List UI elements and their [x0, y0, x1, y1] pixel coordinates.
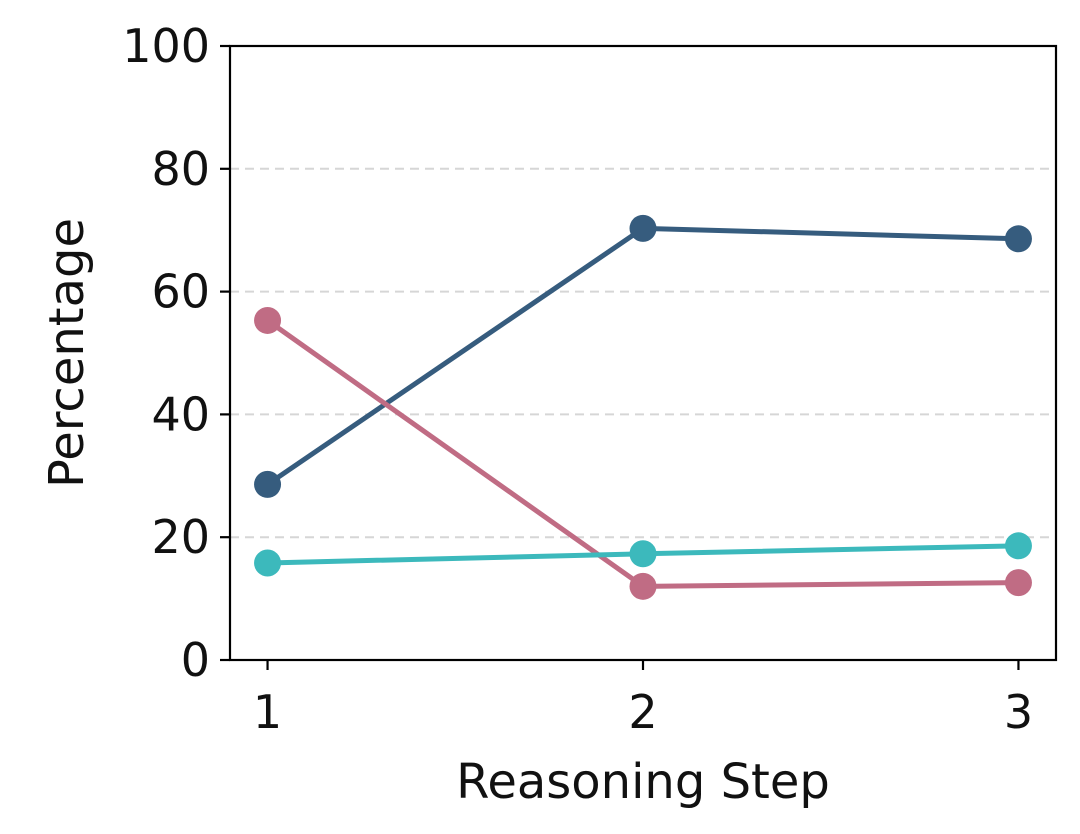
series-1-point-2 — [629, 214, 657, 242]
y-tick-label-100: 100 — [122, 19, 210, 73]
x-tick-label-3: 3 — [1004, 685, 1033, 739]
series-3-point-2 — [629, 540, 657, 568]
series-3 — [254, 532, 1032, 577]
series-2-point-1 — [254, 306, 282, 334]
series-1-point-1 — [254, 470, 282, 498]
y-tick-label-20: 20 — [151, 510, 210, 564]
series-2 — [254, 306, 1032, 600]
x-tick-label-2: 2 — [628, 685, 657, 739]
series-1-line — [265, 225, 1021, 487]
x-axis-title: Reasoning Step — [456, 754, 830, 810]
y-tick-label-40: 40 — [151, 387, 210, 441]
series-layer — [254, 214, 1032, 600]
y-tick-label-60: 60 — [151, 265, 210, 319]
series-2-point-2 — [629, 572, 657, 600]
y-tick-label-80: 80 — [151, 142, 210, 196]
x-tick-label-1: 1 — [253, 685, 282, 739]
y-axis-title: Percentage — [39, 218, 95, 488]
series-1 — [254, 214, 1032, 498]
series-1-point-3 — [1004, 225, 1032, 253]
series-2-point-3 — [1004, 569, 1032, 597]
y-tick-label-0: 0 — [181, 633, 210, 687]
series-3-point-1 — [254, 549, 282, 577]
series-3-point-3 — [1004, 532, 1032, 560]
tick-layer: 0 20 40 60 80 100 1 2 3 — [122, 19, 1033, 739]
plot-frame — [228, 44, 1058, 662]
